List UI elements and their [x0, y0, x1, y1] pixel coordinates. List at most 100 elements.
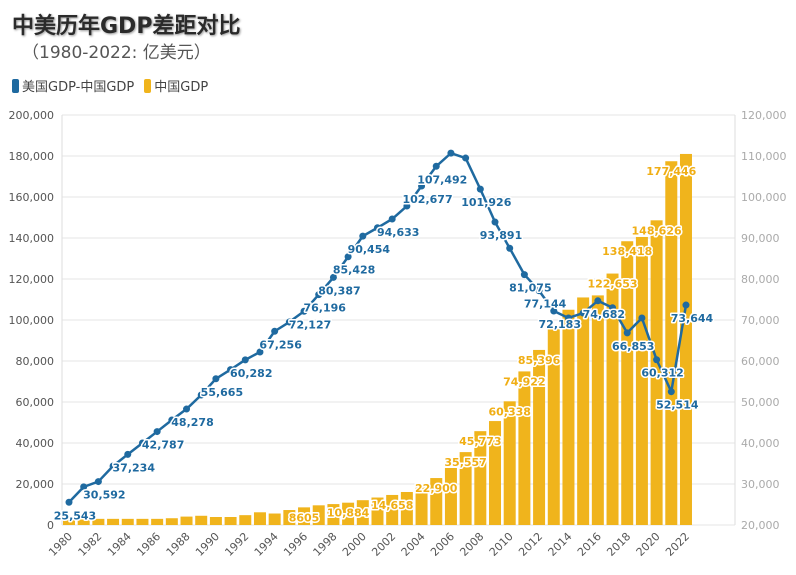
legend: 美国GDP-中国GDP 中国GDP — [12, 76, 208, 95]
line-point — [227, 366, 235, 374]
bar-china-gdp — [312, 505, 325, 525]
line-point — [667, 388, 675, 396]
bar-data-label: 85,396 — [518, 354, 561, 367]
line-point — [65, 498, 73, 506]
legend-swatch-blue — [12, 78, 19, 93]
left-axis-tick-label: 200,000 — [9, 109, 55, 122]
line-data-label: 107,492 — [417, 173, 467, 186]
bar-china-gdp — [165, 518, 178, 525]
line-data-label: 80,387 — [318, 284, 360, 297]
line-point — [550, 307, 558, 315]
bar-data-label: 138,418 — [602, 245, 652, 258]
line-data-label: 74,682 — [583, 308, 625, 321]
x-axis-tick-label: 2008 — [457, 530, 486, 559]
bar-data-label: 10,884 — [327, 507, 370, 520]
bar-china-gdp — [180, 516, 193, 525]
x-axis-tick-label: 1994 — [252, 530, 281, 559]
bar-china-gdp — [77, 519, 90, 525]
chart-title: 中美历年GDP差距对比 — [12, 14, 241, 39]
right-axis-tick-label: 100,000 — [741, 191, 787, 204]
bar-data-label: 122,653 — [587, 278, 637, 291]
right-axis-tick-label: 40,000 — [741, 437, 780, 450]
left-axis-tick-label: 160,000 — [9, 191, 55, 204]
line-point — [403, 202, 411, 210]
bar-china-gdp — [268, 513, 281, 525]
line-data-label: 85,428 — [333, 264, 375, 277]
line-point — [432, 162, 440, 170]
line-point — [138, 439, 146, 447]
left-axis-tick-label: 40,000 — [16, 437, 55, 450]
line-point — [535, 287, 543, 295]
legend-item-gap[interactable]: 美国GDP-中国GDP — [12, 76, 134, 95]
line-data-label: 101,926 — [461, 196, 511, 209]
bar-china-gdp — [327, 504, 340, 525]
x-axis-tick-label: 2022 — [663, 530, 692, 559]
line-data-label: 72,127 — [289, 318, 331, 331]
x-axis-tick-label: 1996 — [281, 530, 310, 559]
right-axis-tick-label: 110,000 — [741, 150, 787, 163]
line-point — [124, 450, 132, 458]
x-axis-tick-label: 2006 — [428, 530, 457, 559]
line-point — [653, 356, 661, 364]
x-axis-tick-label: 1992 — [222, 530, 251, 559]
line-point — [388, 215, 396, 223]
x-axis-tick-label: 2000 — [340, 530, 369, 559]
line-data-label: 55,665 — [201, 386, 243, 399]
line-point — [285, 318, 293, 326]
right-axis-tick-label: 70,000 — [741, 314, 780, 327]
bar-china-gdp — [239, 515, 252, 525]
line-data-label: 52,514 — [656, 399, 699, 412]
bar-china-gdp — [606, 273, 619, 525]
line-data-label: 25,543 — [54, 509, 96, 522]
x-axis-tick-label: 2014 — [546, 530, 575, 559]
left-axis-tick-label: 80,000 — [16, 355, 55, 368]
bar-china-gdp — [665, 161, 678, 525]
line-data-label: 67,256 — [259, 338, 302, 351]
line-data-label: 81,075 — [509, 282, 551, 295]
bar-china-gdp — [195, 515, 208, 525]
x-axis-tick-label: 1984 — [105, 530, 134, 559]
bar-china-gdp — [151, 518, 164, 525]
x-axis-tick-label: 1980 — [46, 530, 75, 559]
bar-china-gdp — [562, 309, 575, 525]
bar-data-label: 22,900 — [415, 482, 458, 495]
line-point — [80, 483, 88, 491]
bar-china-gdp — [371, 497, 384, 525]
line-point — [168, 416, 176, 424]
x-axis-tick-label: 1998 — [311, 530, 340, 559]
x-axis-tick-label: 1990 — [193, 530, 222, 559]
bar-china-gdp — [635, 236, 648, 525]
legend-label: 美国GDP-中国GDP — [22, 80, 135, 95]
line-data-label: 102,677 — [403, 193, 453, 206]
line-point — [579, 309, 587, 317]
right-axis-tick-label: 120,000 — [741, 109, 787, 122]
line-point — [183, 405, 191, 413]
line-point — [594, 297, 602, 305]
line-data-label: 30,592 — [83, 489, 125, 502]
bar-data-label: 60,338 — [488, 405, 530, 418]
x-axis-tick-label: 1982 — [76, 530, 105, 559]
line-data-label: 60,282 — [230, 367, 272, 380]
bar-china-gdp — [591, 295, 604, 525]
line-point — [462, 154, 470, 162]
line-point — [329, 273, 337, 281]
line-point — [506, 244, 514, 252]
bar-china-gdp — [518, 371, 531, 525]
x-axis-tick-label: 2002 — [369, 530, 398, 559]
bar-china-gdp — [679, 153, 692, 525]
right-axis-tick-label: 90,000 — [741, 232, 780, 245]
bar-china-gdp — [621, 241, 634, 525]
bar-china-gdp — [253, 512, 266, 525]
line-point — [476, 185, 484, 193]
bar-china-gdp — [356, 500, 369, 525]
bar-china-gdp — [415, 485, 428, 525]
bar-data-label: 14,658 — [371, 499, 413, 512]
legend-item-china-gdp[interactable]: 中国GDP — [144, 76, 208, 95]
bar-china-gdp — [386, 494, 399, 525]
line-point — [271, 327, 279, 335]
line-data-label: 76,196 — [304, 302, 347, 315]
line-data-label: 72,183 — [539, 318, 581, 331]
left-axis-tick-label: 20,000 — [16, 478, 55, 491]
line-point — [344, 253, 352, 261]
